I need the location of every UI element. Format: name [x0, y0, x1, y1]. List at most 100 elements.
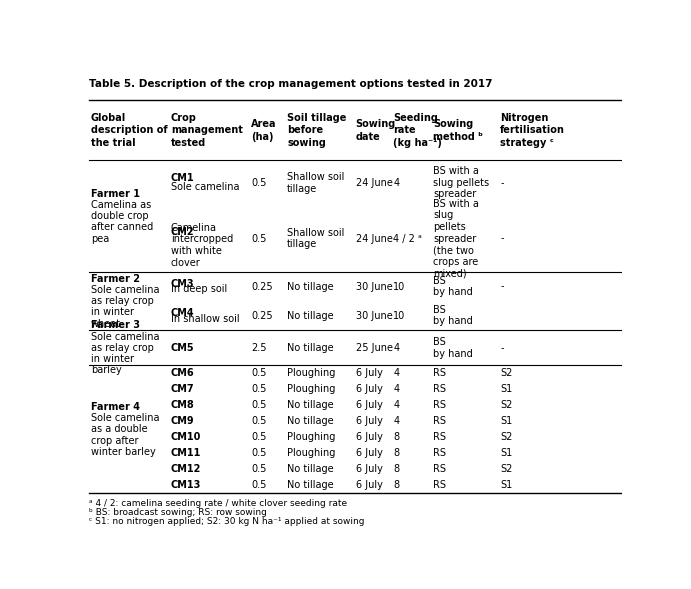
Text: Shallow soil
tillage: Shallow soil tillage	[287, 172, 345, 194]
Text: No tillage: No tillage	[287, 310, 334, 320]
Text: RS: RS	[433, 384, 446, 394]
Text: Ploughing: Ploughing	[287, 448, 336, 458]
Text: 6 July: 6 July	[356, 448, 383, 458]
Text: RS: RS	[433, 416, 446, 426]
Text: 6 July: 6 July	[356, 481, 383, 491]
Text: CM5: CM5	[171, 343, 195, 353]
Text: Sole camelina: Sole camelina	[171, 182, 240, 192]
Text: 4: 4	[393, 416, 399, 426]
Text: 4: 4	[393, 343, 399, 353]
Text: ᵃ 4 / 2: camelina seeding rate / white clover seeding rate: ᵃ 4 / 2: camelina seeding rate / white c…	[89, 499, 347, 508]
Text: 6 July: 6 July	[356, 416, 383, 426]
Text: Farmer 2: Farmer 2	[91, 274, 140, 284]
Text: 0.5: 0.5	[252, 401, 267, 411]
Text: CM9: CM9	[171, 416, 195, 426]
Text: 0.5: 0.5	[252, 481, 267, 491]
Text: 0.5: 0.5	[252, 384, 267, 394]
Text: Sole camelina: Sole camelina	[91, 285, 159, 295]
Text: ᶜ S1: no nitrogen applied; S2: 30 kg N ha⁻¹ applied at sowing: ᶜ S1: no nitrogen applied; S2: 30 kg N h…	[89, 517, 365, 526]
Text: 0.5: 0.5	[252, 178, 267, 188]
Text: CM4: CM4	[171, 308, 195, 318]
Text: CM6: CM6	[171, 368, 195, 378]
Text: BS
by hand: BS by hand	[433, 305, 473, 326]
Text: Camelina as: Camelina as	[91, 200, 151, 210]
Text: RS: RS	[433, 464, 446, 474]
Text: after canned: after canned	[91, 223, 153, 233]
Text: CM7: CM7	[171, 384, 195, 394]
Text: BS
by hand: BS by hand	[433, 276, 473, 297]
Text: 6 July: 6 July	[356, 384, 383, 394]
Text: CM3: CM3	[171, 279, 195, 289]
Text: Global
description of
the trial: Global description of the trial	[91, 113, 167, 148]
Text: 2.5: 2.5	[252, 343, 267, 353]
Text: 8: 8	[393, 481, 399, 491]
Text: S1: S1	[500, 416, 513, 426]
Text: S2: S2	[500, 401, 513, 411]
Text: RS: RS	[433, 481, 446, 491]
Text: Soil tillage
before
sowing: Soil tillage before sowing	[287, 113, 347, 148]
Text: No tillage: No tillage	[287, 282, 334, 292]
Text: RS: RS	[433, 432, 446, 442]
Text: RS: RS	[433, 448, 446, 458]
Text: Shallow soil
tillage: Shallow soil tillage	[287, 228, 345, 249]
Text: 4: 4	[393, 401, 399, 411]
Text: Ploughing: Ploughing	[287, 432, 336, 442]
Text: Farmer 4: Farmer 4	[91, 402, 140, 412]
Text: In shallow soil: In shallow soil	[171, 313, 240, 323]
Text: Ploughing: Ploughing	[287, 384, 336, 394]
Text: RS: RS	[433, 401, 446, 411]
Text: 0.5: 0.5	[252, 416, 267, 426]
Text: 25 June: 25 June	[356, 343, 392, 353]
Text: in winter: in winter	[91, 307, 133, 317]
Text: barley: barley	[91, 365, 122, 375]
Text: S1: S1	[500, 448, 513, 458]
Text: 8: 8	[393, 432, 399, 442]
Text: S1: S1	[500, 384, 513, 394]
Text: CM1: CM1	[171, 173, 195, 183]
Text: as a double: as a double	[91, 424, 147, 434]
Text: S2: S2	[500, 464, 513, 474]
Text: No tillage: No tillage	[287, 464, 334, 474]
Text: No tillage: No tillage	[287, 416, 334, 426]
Text: ᵇ BS: broadcast sowing; RS: row sowing: ᵇ BS: broadcast sowing; RS: row sowing	[89, 508, 267, 517]
Text: CM11: CM11	[171, 448, 201, 458]
Text: crop after: crop after	[91, 435, 138, 445]
Text: BS with a
slug
pellets
spreader
(the two
crops are
mixed): BS with a slug pellets spreader (the two…	[433, 198, 480, 279]
Text: 8: 8	[393, 464, 399, 474]
Text: S2: S2	[500, 432, 513, 442]
Text: as relay crop: as relay crop	[91, 296, 153, 306]
Text: 4: 4	[393, 384, 399, 394]
Text: Sowing
date: Sowing date	[356, 119, 396, 141]
Text: In deep soil: In deep soil	[171, 284, 227, 294]
Text: Crop
management
tested: Crop management tested	[171, 113, 243, 148]
Text: RS: RS	[433, 368, 446, 378]
Text: in winter: in winter	[91, 354, 133, 364]
Text: 0.5: 0.5	[252, 368, 267, 378]
Text: Sole camelina: Sole camelina	[91, 413, 159, 423]
Text: Ploughing: Ploughing	[287, 368, 336, 378]
Text: 6 July: 6 July	[356, 401, 383, 411]
Text: S2: S2	[500, 368, 513, 378]
Text: 0.5: 0.5	[252, 432, 267, 442]
Text: No tillage: No tillage	[287, 343, 334, 353]
Text: 6 July: 6 July	[356, 368, 383, 378]
Text: 24 June: 24 June	[356, 234, 392, 243]
Text: S1: S1	[500, 481, 513, 491]
Text: 6 July: 6 July	[356, 464, 383, 474]
Text: 0.25: 0.25	[252, 310, 273, 320]
Text: CM12: CM12	[171, 464, 201, 474]
Text: CM13: CM13	[171, 481, 201, 491]
Text: -: -	[500, 282, 504, 292]
Text: as relay crop: as relay crop	[91, 343, 153, 353]
Text: -: -	[500, 178, 504, 188]
Text: 0.25: 0.25	[252, 282, 273, 292]
Text: Farmer 1: Farmer 1	[91, 189, 140, 198]
Text: 0.5: 0.5	[252, 464, 267, 474]
Text: 10: 10	[393, 282, 406, 292]
Text: 10: 10	[393, 310, 406, 320]
Text: winter barley: winter barley	[91, 446, 155, 456]
Text: Nitrogen
fertilisation
strategy ᶜ: Nitrogen fertilisation strategy ᶜ	[500, 113, 565, 148]
Text: BS
by hand: BS by hand	[433, 337, 473, 359]
Text: BS with a
slug pellets
spreader: BS with a slug pellets spreader	[433, 166, 489, 200]
Text: Area
(ha): Area (ha)	[252, 119, 277, 141]
